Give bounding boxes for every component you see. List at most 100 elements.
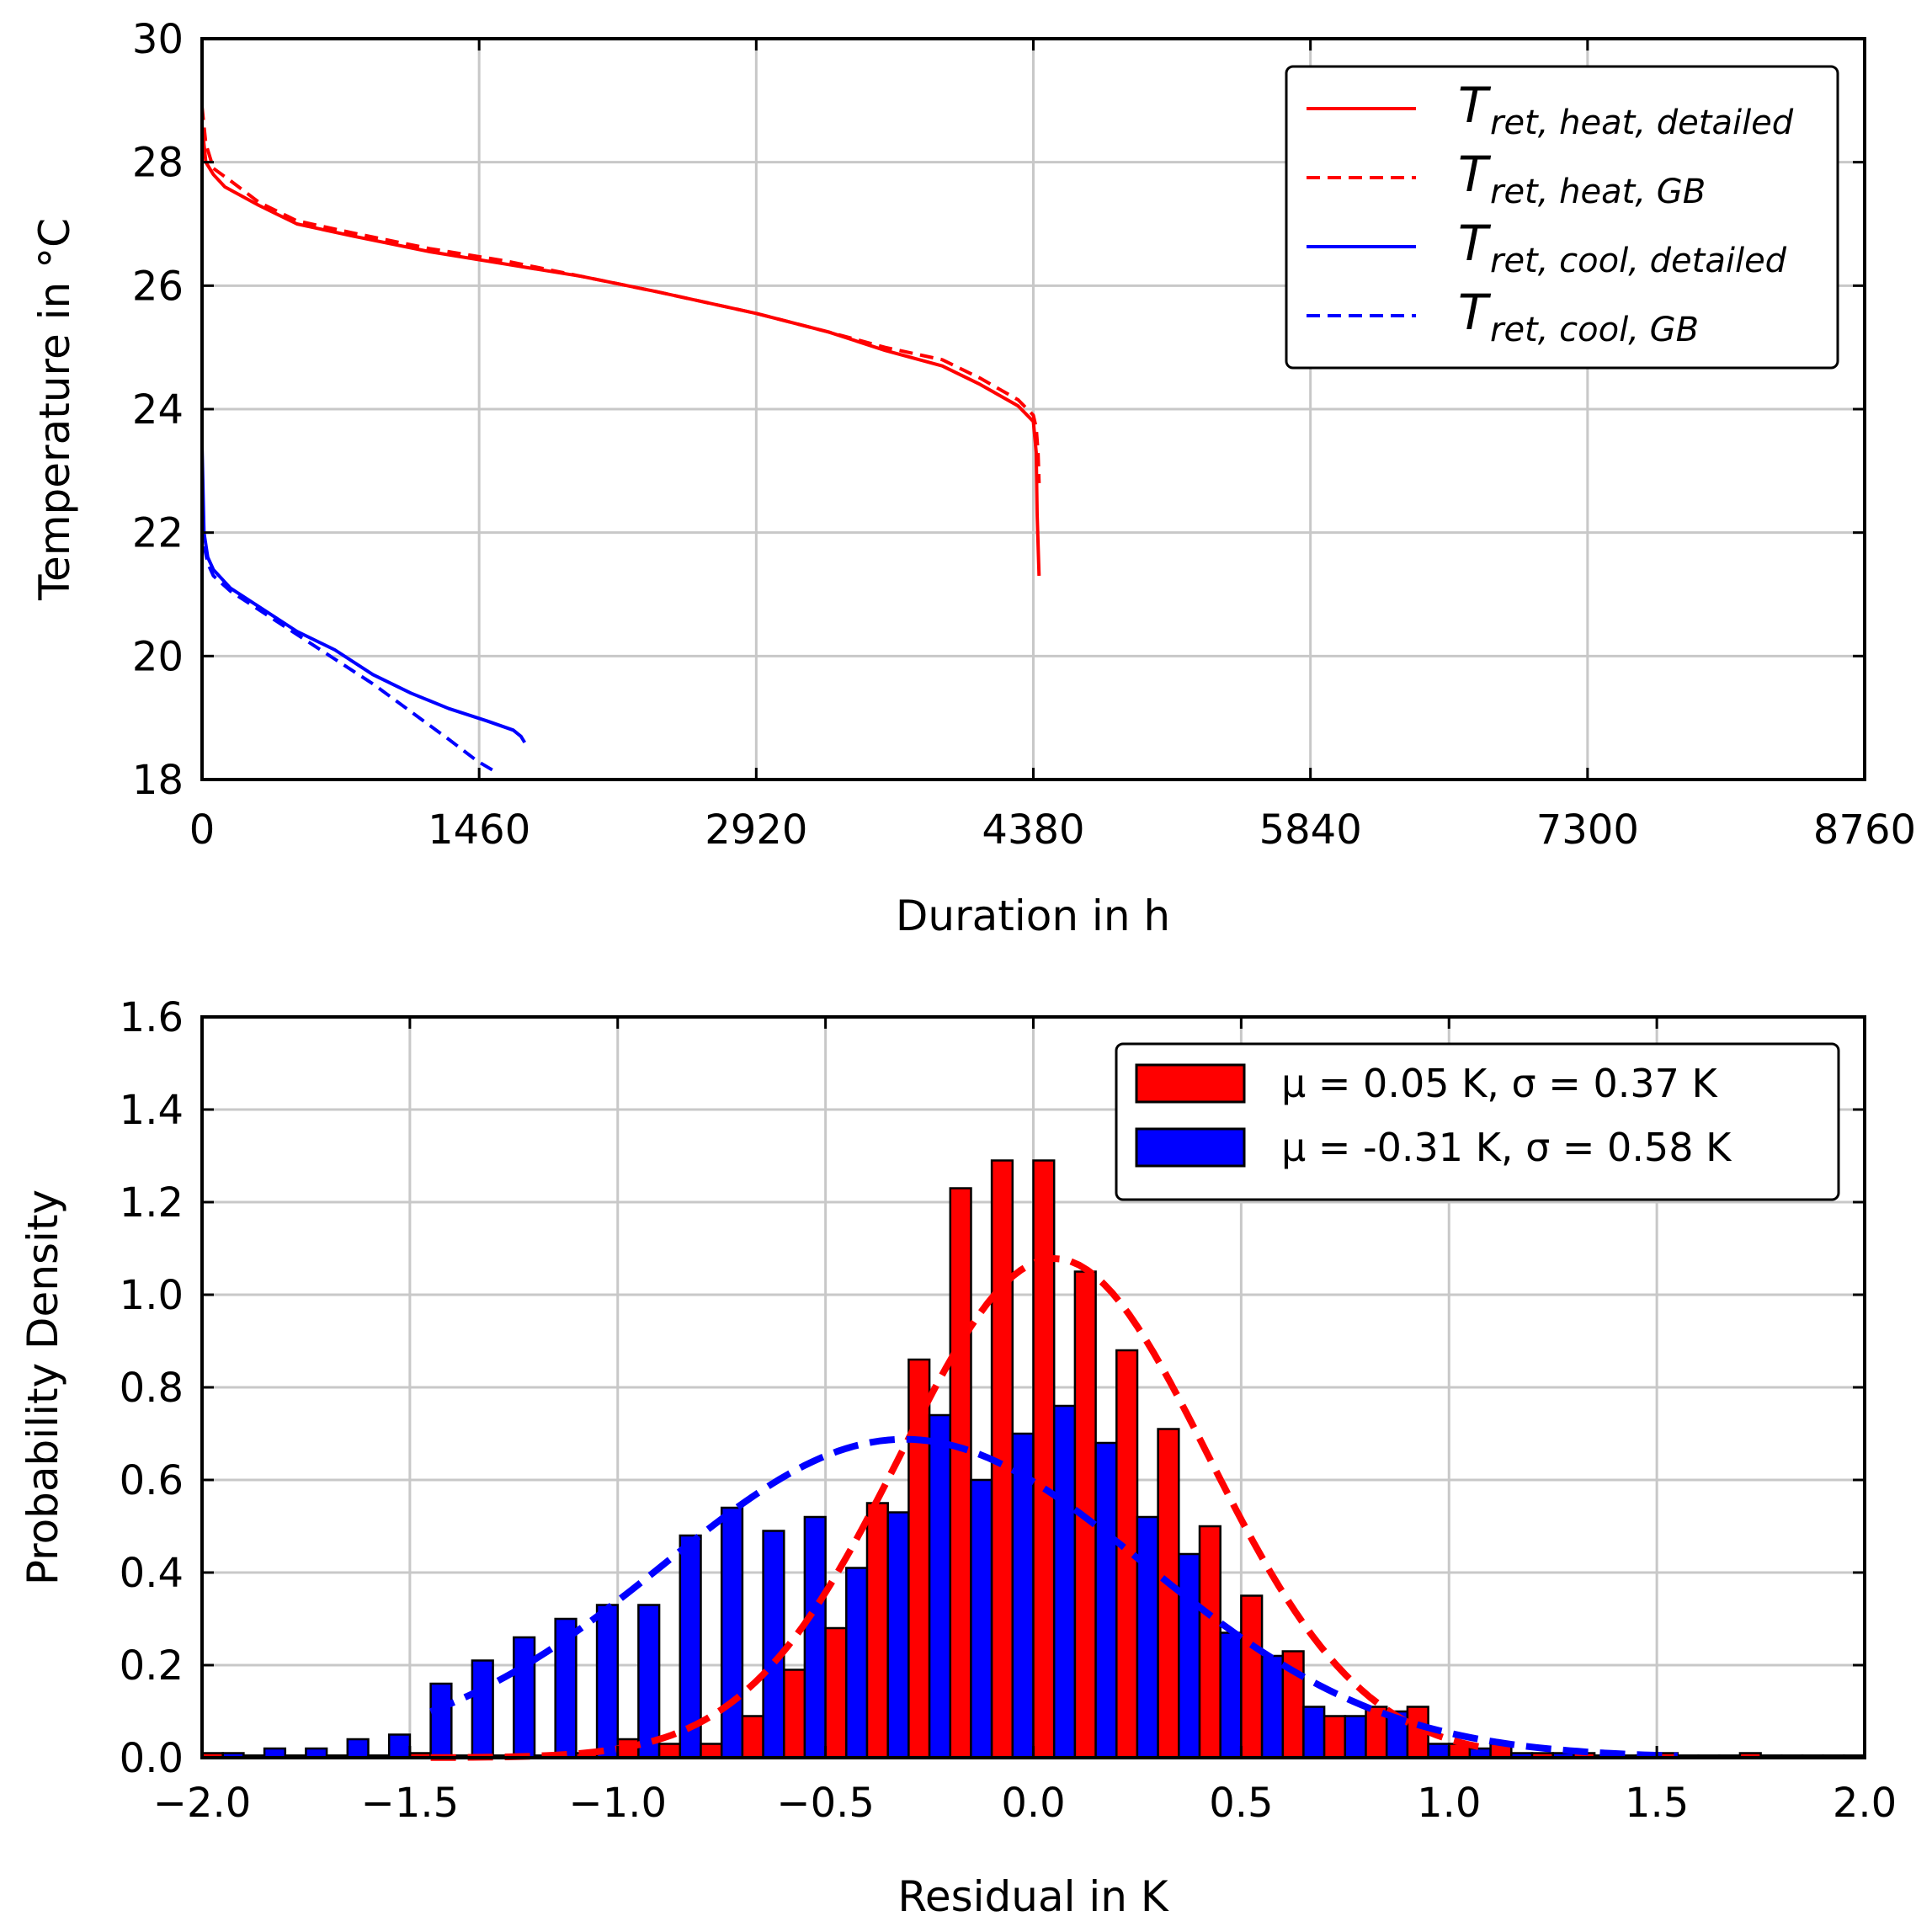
top-x-tick-label: 5840 [1259, 806, 1362, 854]
blue-histogram-bar [720, 1506, 744, 1759]
top-legend-box [1285, 65, 1839, 370]
top-y-tick-label: 20 [132, 633, 184, 680]
blue-histogram-bar [471, 1659, 494, 1759]
bottom-y-tick-label: 0.8 [120, 1365, 184, 1412]
bottom-legend-box [1115, 1042, 1840, 1201]
bottom-legend-label-1: μ = -0.31 K, σ = 0.58 K [1281, 1125, 1732, 1170]
temperature-duration-chart: 0 1460 2920 4380 5840 7300 8760 18 20 22 24 26 28 30… [30, 16, 1916, 940]
blue-histogram-bar [1094, 1441, 1118, 1759]
red-histogram-bar [1198, 1525, 1221, 1759]
bottom-x-tick-label: 1.0 [1417, 1780, 1481, 1827]
top-legend-label-3: T [1458, 284, 1492, 341]
blue-histogram-bar [1260, 1654, 1285, 1759]
red-histogram-bar [700, 1743, 723, 1759]
blue-histogram-bar [1178, 1552, 1201, 1759]
top-legend-label-1: T [1458, 146, 1492, 203]
blue-histogram-bar [429, 1682, 453, 1759]
top-legend-label-2: T [1458, 215, 1492, 272]
red-histogram-bar [865, 1502, 889, 1759]
top-x-tick-label: 4380 [982, 806, 1084, 854]
top-y-tick-label: 26 [132, 263, 184, 310]
bottom-ticks [200, 1015, 1866, 1759]
bottom-y-tick-label: 1.2 [120, 1179, 184, 1227]
top-ticks [200, 37, 1866, 781]
blue-histogram-bar [346, 1738, 370, 1759]
red-histogram-bar [657, 1743, 682, 1759]
blue-histogram-bar [762, 1530, 785, 1759]
top-series-line-1 [200, 106, 1041, 484]
blue-histogram-bar [886, 1511, 910, 1759]
bottom-y-tick-label: 1.4 [120, 1087, 184, 1134]
bottom-fit-curves [429, 1254, 1678, 1761]
bottom-y-tick-labels: 0.0 0.2 0.4 0.6 0.8 1.0 1.2 1.4 1.6 [120, 994, 184, 1782]
red-histogram-bar [1240, 1594, 1264, 1759]
blue-histogram-bar [1219, 1631, 1243, 1759]
red-histogram-bar [1032, 1159, 1056, 1759]
top-y-tick-label: 24 [132, 386, 184, 434]
red-normal-fit-curve [430, 1254, 1488, 1761]
bottom-legend-label-0: μ = 0.05 K, σ = 0.37 K [1281, 1061, 1718, 1106]
blue-histogram-bar [513, 1636, 536, 1759]
blue-histogram-bar [928, 1413, 952, 1759]
blue-histogram-bar [595, 1604, 620, 1759]
top-y-axis-label: Temperature in °C [30, 218, 79, 601]
bottom-y-tick-label: 0.0 [120, 1735, 184, 1782]
top-x-tick-label: 1460 [428, 806, 530, 854]
blue-histogram-bar [1427, 1743, 1450, 1759]
bottom-y-axis-label: Probability Density [19, 1190, 67, 1585]
top-y-tick-labels: 18 20 22 24 26 28 30 [132, 16, 184, 804]
bottom-y-tick-label: 0.6 [120, 1457, 184, 1504]
top-legend-label-0: T [1458, 77, 1492, 134]
top-x-tick-label: 7300 [1536, 806, 1639, 854]
bottom-y-tick-label: 0.4 [120, 1550, 184, 1597]
top-x-tick-label: 2920 [705, 806, 807, 854]
bottom-x-tick-label: 2.0 [1833, 1780, 1897, 1827]
bottom-x-axis-label: Residual in K [897, 1872, 1169, 1921]
top-x-tick-label: 0 [189, 806, 216, 854]
red-histogram-bar [824, 1626, 848, 1759]
residual-histogram-chart: −2.0 −1.5 −1.0 −0.5 0.0 0.5 1.0 1.5 2.0 0.00.20.… [19, 994, 1897, 1921]
top-y-tick-label: 18 [132, 757, 184, 804]
blue-histogram-bar [803, 1515, 827, 1759]
top-legend-sublabel-1: ret, heat, GB [1490, 173, 1706, 211]
bottom-legend: μ = 0.05 K, σ = 0.37 K μ = -0.31 K, σ = 0… [1115, 1042, 1840, 1201]
bottom-legend-swatch-1 [1135, 1127, 1246, 1168]
bottom-y-tick-label: 1.6 [120, 994, 184, 1041]
bottom-x-tick-label: −1.0 [568, 1780, 667, 1827]
top-y-tick-label: 28 [132, 140, 184, 187]
top-x-tick-label: 8760 [1813, 806, 1916, 854]
blue-histogram-bar [1052, 1404, 1077, 1759]
top-legend-sublabel-2: ret, cool, detailed [1490, 242, 1787, 280]
bottom-x-tick-label: 1.5 [1625, 1780, 1689, 1827]
top-x-axis-label: Duration in h [896, 891, 1170, 940]
blue-normal-fit-curve [429, 1435, 1678, 1759]
bottom-y-tick-label: 1.0 [120, 1272, 184, 1319]
blue-histogram-bar [1302, 1706, 1326, 1759]
bottom-x-tick-labels: −2.0 −1.5 −1.0 −0.5 0.0 0.5 1.0 1.5 2.0 [153, 1780, 1897, 1827]
blue-histogram-bar [1011, 1432, 1035, 1759]
blue-histogram-bar [387, 1733, 412, 1759]
bottom-x-tick-label: −2.0 [153, 1780, 252, 1827]
red-histogram-bar [1323, 1715, 1347, 1759]
top-x-tick-labels: 0 1460 2920 4380 5840 7300 8760 [189, 806, 1916, 854]
bottom-x-tick-label: 0.5 [1209, 1780, 1273, 1827]
bottom-x-tick-label: −0.5 [776, 1780, 875, 1827]
blue-histogram-bar [1344, 1715, 1367, 1759]
blue-histogram-bar [845, 1567, 869, 1759]
blue-histogram-bar [1136, 1515, 1159, 1759]
bottom-x-tick-label: −1.5 [361, 1780, 460, 1827]
top-series-line-3 [200, 482, 499, 775]
top-y-tick-label: 30 [132, 16, 184, 63]
top-legend-sublabel-3: ret, cool, GB [1490, 311, 1699, 349]
blue-histogram-bar [637, 1604, 661, 1759]
top-y-tick-label: 22 [132, 510, 184, 557]
red-histogram-bar [741, 1715, 764, 1759]
bottom-y-tick-label: 0.2 [120, 1642, 184, 1690]
bottom-legend-swatch-0 [1135, 1063, 1246, 1104]
top-series-line-2 [200, 445, 527, 744]
top-series [200, 106, 1041, 775]
top-legend-sublabel-0: ret, heat, detailed [1490, 104, 1794, 142]
bottom-x-tick-label: 0.0 [1001, 1780, 1065, 1827]
red-histogram-bar [783, 1669, 806, 1759]
